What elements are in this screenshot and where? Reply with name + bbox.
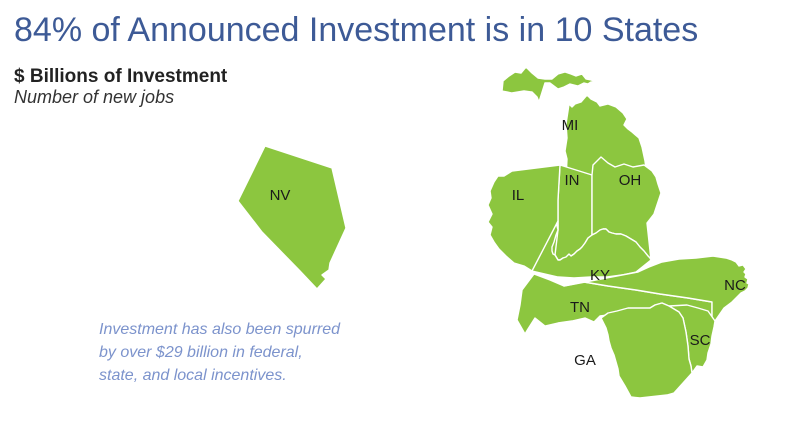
svg-text:TN: TN [570,299,590,316]
svg-text:MI: MI [562,117,579,134]
svg-text:IN: IN [565,172,580,189]
svg-text:KY: KY [590,267,610,284]
svg-text:NC: NC [724,277,746,294]
svg-text:GA: GA [574,352,596,369]
svg-text:OH: OH [619,172,642,189]
svg-text:NV: NV [270,187,291,204]
svg-text:SC: SC [690,332,711,349]
svg-text:IL: IL [512,187,525,204]
